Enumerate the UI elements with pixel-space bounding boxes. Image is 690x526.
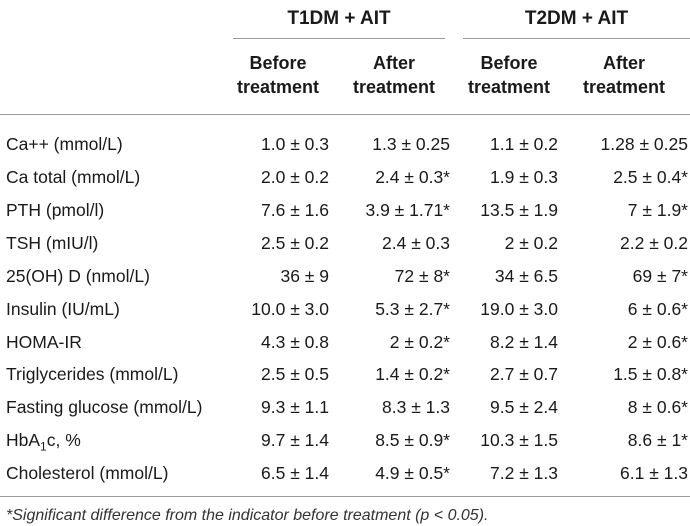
subheader-t1dm-before: Before treatment [222,51,334,99]
cell-t2dm-after: 6 ± 0.6* [627,299,688,319]
table-bottom-rule [0,496,690,497]
table-row: Fasting glucose (mmol/L) 9.3 ± 1.1 8.3 ±… [0,391,690,423]
table-row: HbA1c, % 9.7 ± 1.4 8.5 ± 0.9* 10.3 ± 1.5… [0,424,690,456]
cell-t2dm-before: 2.7 ± 0.7 [490,364,558,384]
cell-t1dm-after: 8.5 ± 0.9* [375,430,450,450]
cell-t2dm-before: 1.9 ± 0.3 [490,167,558,187]
row-label: Ca++ (mmol/L) [6,134,123,154]
table-row: Ca++ (mmol/L) 1.0 ± 0.3 1.3 ± 0.25 1.1 ±… [0,128,690,160]
subheader-line1: After [372,53,415,73]
cell-t1dm-before: 10.0 ± 3.0 [251,299,329,319]
cell-t2dm-before: 9.5 ± 2.4 [490,397,558,417]
cell-t1dm-after: 2.4 ± 0.3* [375,167,450,187]
cell-t2dm-after: 8.6 ± 1* [627,430,688,450]
cell-t2dm-before: 34 ± 6.5 [494,266,558,286]
row-label: Triglycerides (mmol/L) [6,364,179,384]
cell-t2dm-after: 2.2 ± 0.2 [620,233,688,253]
cell-t1dm-after: 2.4 ± 0.3 [382,233,450,253]
table-row: Triglycerides (mmol/L) 2.5 ± 0.5 1.4 ± 0… [0,358,690,390]
cell-t2dm-before: 1.1 ± 0.2 [490,134,558,154]
table-row: Ca total (mmol/L) 2.0 ± 0.2 2.4 ± 0.3* 1… [0,161,690,193]
cell-t1dm-before: 9.3 ± 1.1 [261,397,329,417]
subheader-t1dm-after: After treatment [340,51,448,99]
cell-t2dm-after: 1.28 ± 0.25 [600,134,688,154]
table-footnote: *Significant difference from the indicat… [6,507,489,524]
row-label: Cholesterol (mmol/L) [6,463,169,483]
cell-t1dm-before: 4.3 ± 0.8 [261,332,329,352]
table-row: Insulin (IU/mL) 10.0 ± 3.0 5.3 ± 2.7* 19… [0,293,690,325]
cell-t2dm-after: 1.5 ± 0.8* [613,364,688,384]
cell-t2dm-before: 2 ± 0.2 [504,233,558,253]
group-header-t2dm: T2DM + AIT [524,8,629,29]
table-row: HOMA-IR 4.3 ± 0.8 2 ± 0.2* 8.2 ± 1.4 2 ±… [0,326,690,358]
cell-t1dm-after: 5.3 ± 2.7* [375,299,450,319]
cell-t2dm-before: 19.0 ± 3.0 [480,299,558,319]
subheader-line2: treatment [582,77,666,97]
subheader-t2dm-before: Before treatment [454,51,564,99]
cell-t1dm-after: 4.9 ± 0.5* [375,463,450,483]
cell-t2dm-before: 10.3 ± 1.5 [480,430,558,450]
cell-t2dm-after: 8 ± 0.6* [627,397,688,417]
row-label-subscript: 1 [40,439,47,454]
cell-t2dm-after: 2 ± 0.6* [627,332,688,352]
subheader-line1: After [602,53,645,73]
cell-t1dm-before: 7.6 ± 1.6 [261,200,329,220]
group-header-t1dm: T1DM + AIT [287,8,391,29]
cell-t1dm-before: 1.0 ± 0.3 [261,134,329,154]
subheader-line2: treatment [352,77,436,97]
cell-t1dm-before: 2.5 ± 0.2 [261,233,329,253]
row-label: Fasting glucose (mmol/L) [6,397,203,417]
cell-t1dm-before: 2.5 ± 0.5 [261,364,329,384]
cell-t1dm-after: 72 ± 8* [394,266,450,286]
cell-t2dm-after: 6.1 ± 1.3 [620,463,688,483]
subheader-line2: treatment [467,77,551,97]
subheader-t2dm-after: After treatment [568,51,680,99]
row-label: HOMA-IR [6,332,82,352]
subheader-line2: treatment [236,77,320,97]
row-label-suffix: c, % [46,430,81,450]
group-rule-t1dm [233,38,445,39]
cell-t1dm-before: 36 ± 9 [280,266,329,286]
table-row: 25(OH) D (nmol/L) 36 ± 9 72 ± 8* 34 ± 6.… [0,260,690,292]
cell-t1dm-before: 9.7 ± 1.4 [261,430,329,450]
cell-t1dm-after: 3.9 ± 1.71* [365,200,450,220]
cell-t2dm-after: 2.5 ± 0.4* [613,167,688,187]
cell-t1dm-after: 8.3 ± 1.3 [382,397,450,417]
cell-t1dm-before: 2.0 ± 0.2 [261,167,329,187]
subheader-line1: Before [480,53,538,73]
cell-t2dm-before: 7.2 ± 1.3 [490,463,558,483]
subheader-line1: Before [249,53,307,73]
group-rule-t2dm [463,38,690,39]
row-label: PTH (pmol/l) [6,200,105,220]
row-label: HbA1c, % [6,424,81,456]
cell-t2dm-before: 13.5 ± 1.9 [480,200,558,220]
row-label-prefix: HbA [6,430,41,450]
table-row: Cholesterol (mmol/L) 6.5 ± 1.4 4.9 ± 0.5… [0,457,690,489]
row-label: Insulin (IU/mL) [6,299,120,319]
cell-t1dm-before: 6.5 ± 1.4 [261,463,329,483]
cell-t2dm-after: 69 ± 7* [632,266,688,286]
table-row: PTH (pmol/l) 7.6 ± 1.6 3.9 ± 1.71* 13.5 … [0,194,690,226]
row-label: TSH (mIU/l) [6,233,99,253]
cell-t2dm-before: 8.2 ± 1.4 [490,332,558,352]
row-label: 25(OH) D (nmol/L) [6,266,150,286]
table-row: TSH (mIU/l) 2.5 ± 0.2 2.4 ± 0.3 2 ± 0.2 … [0,227,690,259]
cell-t2dm-after: 7 ± 1.9* [627,200,688,220]
cell-t1dm-after: 1.4 ± 0.2* [375,364,450,384]
cell-t1dm-after: 2 ± 0.2* [389,332,450,352]
row-label: Ca total (mmol/L) [6,167,141,187]
cell-t1dm-after: 1.3 ± 0.25 [372,134,450,154]
header-divider [0,114,690,115]
